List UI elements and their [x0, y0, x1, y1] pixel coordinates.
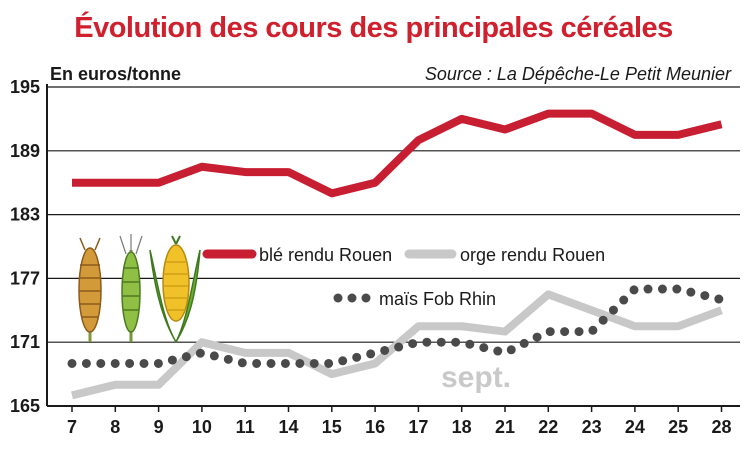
x-tick-label: 11	[236, 417, 255, 437]
x-axis-ticks: 7 8 9 10 11 14 15 16 17 18 21 22 23 24 25 28	[67, 406, 732, 437]
x-tick-label: 21	[495, 417, 515, 437]
x-tick-label: 28	[711, 417, 731, 437]
barley-icon	[119, 234, 143, 342]
y-tick-label: 183	[10, 205, 40, 225]
series-line-mais	[67, 284, 726, 368]
chart-title: Évolution des cours des principales céré…	[74, 12, 673, 44]
x-tick-label: 24	[625, 417, 645, 437]
series-line-ble	[72, 109, 723, 198]
y-tick-label: 189	[10, 141, 40, 161]
x-tick-label: 23	[582, 417, 602, 437]
x-tick-label: 9	[154, 417, 164, 437]
x-tick-label: 7	[67, 417, 77, 437]
y-tick-label: 165	[10, 396, 40, 416]
wheat-icon	[78, 237, 102, 342]
cereal-icons	[78, 234, 201, 343]
x-tick-label: 8	[110, 417, 120, 437]
x-tick-label: 15	[322, 417, 342, 437]
legend: blé rendu Rouen orge rendu Rouen maïs Fo…	[202, 245, 605, 309]
y-tick-label: 177	[10, 268, 40, 288]
y-tick-label: 171	[10, 332, 40, 352]
x-tick-label: 10	[192, 417, 212, 437]
y-axis-ticks: 165 171 177 183 189 195	[10, 77, 40, 416]
x-tick-label: 18	[452, 417, 472, 437]
x-tick-label: 25	[668, 417, 688, 437]
legend-label-mais: maïs Fob Rhin	[379, 289, 496, 309]
grid-lines	[47, 86, 740, 343]
y-tick-label: 195	[10, 77, 40, 97]
x-tick-label: 14	[278, 417, 298, 437]
data-series	[67, 109, 726, 400]
x-tick-label: 22	[538, 417, 558, 437]
month-annotation: sept.	[441, 361, 511, 394]
legend-label-ble: blé rendu Rouen	[259, 245, 392, 265]
legend-label-orge: orge rendu Rouen	[460, 245, 605, 265]
source-label: Source : La Dépêche-Le Petit Meunier	[424, 64, 731, 84]
legend-swatch-mais	[333, 293, 371, 303]
x-tick-label: 17	[408, 417, 428, 437]
y-axis-unit-label: En euros/tonne	[50, 64, 182, 84]
maize-icon	[149, 235, 201, 343]
x-tick-label: 16	[365, 417, 385, 437]
